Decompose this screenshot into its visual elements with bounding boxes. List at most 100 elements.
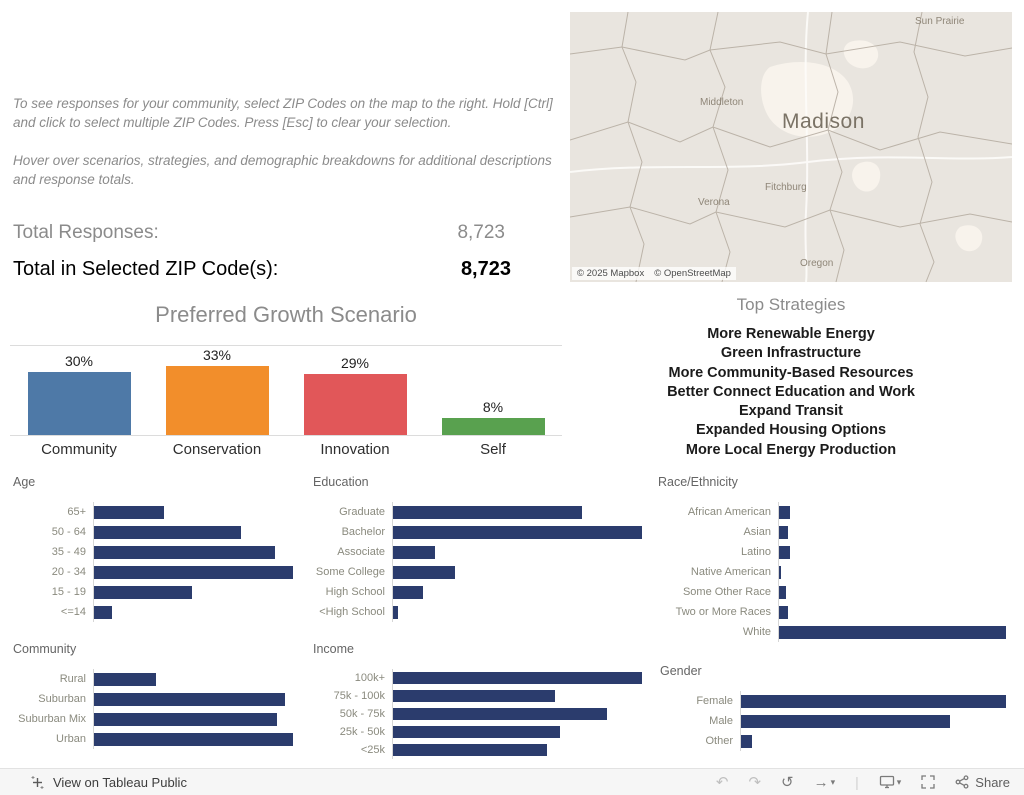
- tableau-logo-icon: [31, 775, 44, 789]
- demo-bar[interactable]: [94, 565, 293, 579]
- total-selected-label: Total in Selected ZIP Code(s):: [13, 258, 279, 280]
- scenario-bar-group: 8% Self: [424, 346, 562, 462]
- gender-chart-rows: Female Male Other: [660, 691, 1006, 751]
- scenario-bar[interactable]: [303, 374, 407, 435]
- openstreetmap-attribution-link[interactable]: © OpenStreetMap: [654, 268, 731, 279]
- demo-row-label: Suburban: [38, 693, 86, 705]
- demo-bar-track: [778, 622, 1006, 642]
- demo-bar[interactable]: [393, 585, 423, 599]
- demo-bar-track: [392, 741, 642, 759]
- demo-bar[interactable]: [779, 605, 789, 619]
- income-chart: Income 100k+ 75k - 100k 50k - 75k 25k - 50k…: [313, 642, 642, 759]
- demo-bar-track: [93, 729, 293, 749]
- demo-bar[interactable]: [94, 672, 156, 686]
- demo-bar[interactable]: [779, 525, 789, 539]
- demo-row-label: African American: [687, 506, 771, 518]
- demo-bar[interactable]: [393, 505, 583, 519]
- demo-row-label: 100k+: [354, 672, 385, 684]
- education-chart-rows: Graduate Bachelor Associate Some College Hig…: [313, 502, 642, 622]
- demo-bar[interactable]: [94, 605, 112, 619]
- demo-row-label: Graduate: [339, 506, 385, 518]
- strategy-item[interactable]: Expanded Housing Options: [695, 422, 887, 439]
- strategy-item[interactable]: More Renewable Energy: [707, 326, 875, 342]
- undo-icon[interactable]: ↶: [715, 773, 729, 791]
- demo-bar[interactable]: [393, 744, 548, 756]
- demo-bar[interactable]: [779, 505, 791, 519]
- demo-bar[interactable]: [94, 712, 278, 726]
- demo-bar[interactable]: [393, 525, 642, 539]
- view-on-tableau-public-link[interactable]: View on Tableau Public: [30, 775, 187, 790]
- age-chart-rows: 65+ 50 - 64 35 - 49 20 - 34 15 - 19 <=14: [13, 502, 293, 622]
- demo-bar[interactable]: [741, 714, 951, 728]
- scenario-bar[interactable]: [165, 366, 269, 435]
- demo-bar[interactable]: [393, 565, 456, 579]
- demo-bar[interactable]: [94, 732, 293, 746]
- scenario-bar-area: 30%: [10, 346, 148, 436]
- demo-row-label: Suburban Mix: [18, 713, 86, 725]
- demo-bar[interactable]: [94, 692, 286, 706]
- demo-bar-row: African American: [658, 502, 1006, 522]
- mapbox-attribution-link[interactable]: © 2025 Mapbox: [577, 268, 645, 279]
- demo-bar[interactable]: [393, 545, 436, 559]
- community-chart: Community Rural Suburban Suburban Mix Urban: [13, 642, 293, 749]
- demo-bar[interactable]: [393, 690, 555, 702]
- strategy-item[interactable]: Green Infrastructure: [720, 345, 862, 362]
- display-menu-button[interactable]: ▾: [879, 775, 902, 789]
- demo-bar[interactable]: [393, 605, 398, 619]
- demo-bar-track: [392, 602, 642, 622]
- share-button[interactable]: Share: [955, 775, 1010, 790]
- map-city-label-madison: Madison: [782, 110, 865, 133]
- demo-bar[interactable]: [94, 525, 242, 539]
- caret-down-icon: ▾: [896, 776, 902, 787]
- race-ethnicity-chart: Race/Ethnicity African American Asian Lati…: [658, 475, 1006, 642]
- strategy-item[interactable]: More Local Energy Production: [685, 441, 897, 458]
- redo-icon[interactable]: ↷: [748, 773, 762, 791]
- demo-bar-row: Other: [660, 731, 1006, 751]
- demo-bar-row: <=14: [13, 602, 293, 622]
- demo-row-label: 15 - 19: [51, 586, 86, 598]
- zip-code-map[interactable]: Sun Prairie Middleton Madison Fitchburg …: [570, 12, 1012, 282]
- race-ethnicity-chart-rows: African American Asian Latino Native Americ…: [658, 502, 1006, 642]
- demo-bar-track: [93, 502, 293, 522]
- strategy-item[interactable]: More Community-Based Resources: [668, 364, 914, 381]
- instructions-paragraph-2: Hover over scenarios, strategies, and de…: [13, 153, 552, 188]
- demo-bar[interactable]: [393, 708, 608, 720]
- strategy-item[interactable]: Better Connect Education and Work: [667, 383, 915, 400]
- demo-bar[interactable]: [94, 505, 164, 519]
- age-chart-title: Age: [13, 475, 36, 489]
- forward-menu-button[interactable]: → ▾: [814, 775, 836, 790]
- reset-icon[interactable]: ↺: [781, 773, 794, 791]
- demo-bar[interactable]: [741, 694, 1006, 708]
- scenario-bar[interactable]: [441, 418, 545, 435]
- demo-bar[interactable]: [779, 545, 791, 559]
- demo-bar-track: [778, 602, 1006, 622]
- scenario-bar[interactable]: [27, 372, 131, 435]
- demo-row-label: Asian: [743, 526, 771, 538]
- demo-bar[interactable]: [779, 585, 786, 599]
- demo-bar[interactable]: [94, 585, 192, 599]
- demo-bar-track: [392, 669, 642, 687]
- top-strategies-list: More Renewable Energy Green Infrastructu…: [570, 325, 1012, 460]
- demo-bar[interactable]: [393, 726, 560, 738]
- gender-chart-title: Gender: [660, 664, 702, 678]
- demo-bar[interactable]: [741, 734, 752, 748]
- demo-bar-track: [778, 562, 1006, 582]
- demo-bar[interactable]: [779, 625, 1006, 639]
- demo-row-label: Some Other Race: [682, 586, 771, 598]
- demo-bar-track: [392, 502, 642, 522]
- map-canvas[interactable]: [570, 12, 1012, 282]
- demo-row-label: Some College: [315, 566, 385, 578]
- demo-row-label: Associate: [337, 546, 385, 558]
- demo-row-label: 50k - 75k: [339, 708, 385, 720]
- fullscreen-icon[interactable]: [921, 775, 935, 789]
- caret-down-icon: ▾: [830, 776, 836, 787]
- demo-bar[interactable]: [779, 565, 782, 579]
- demo-bar[interactable]: [393, 672, 642, 684]
- demo-bar[interactable]: [94, 545, 276, 559]
- strategy-item[interactable]: Expand Transit: [739, 403, 843, 420]
- demo-bar-row: Male: [660, 711, 1006, 731]
- bar-category-label: Conservation: [172, 440, 262, 458]
- demo-bar-track: [93, 689, 293, 709]
- demo-bar-track: [93, 582, 293, 602]
